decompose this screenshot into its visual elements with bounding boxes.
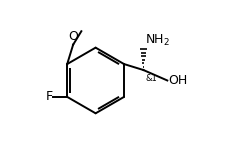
Text: &1: &1 (145, 74, 157, 83)
Text: F: F (45, 90, 52, 103)
Text: OH: OH (168, 74, 187, 87)
Text: NH$_2$: NH$_2$ (145, 33, 170, 48)
Text: O: O (68, 30, 78, 43)
